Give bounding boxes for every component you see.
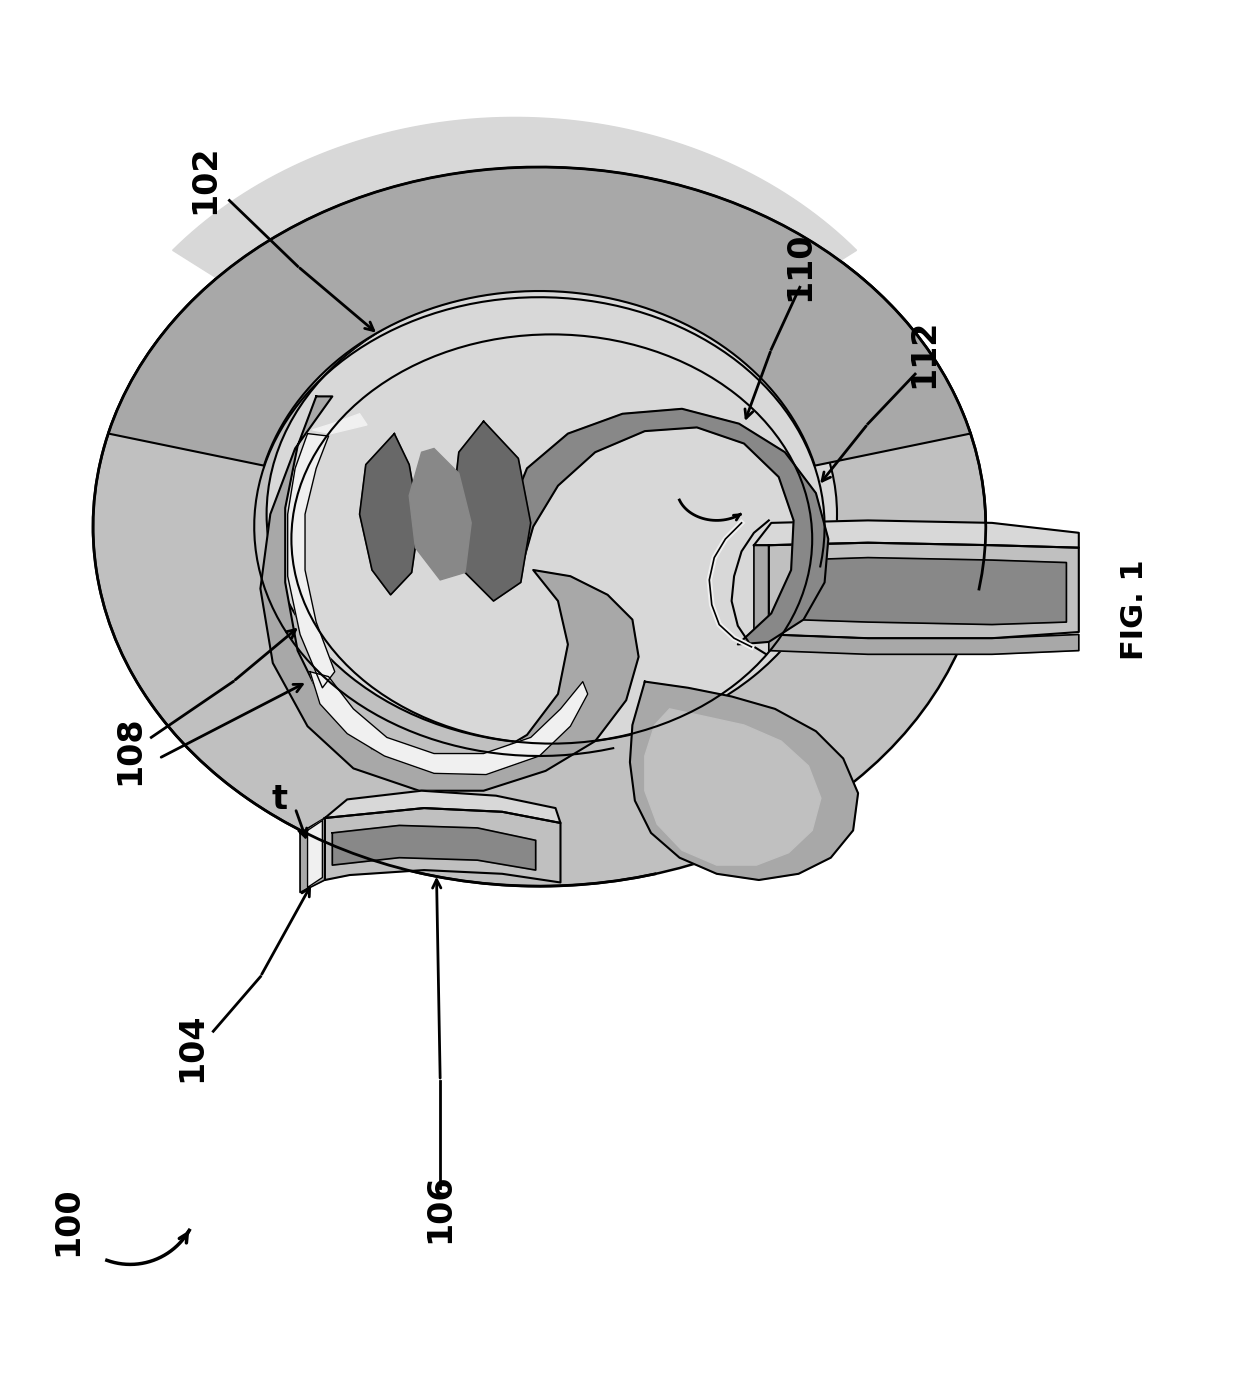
Polygon shape	[645, 709, 821, 865]
Polygon shape	[310, 672, 588, 775]
Text: 100: 100	[52, 1187, 84, 1256]
Text: 102: 102	[188, 144, 221, 214]
Polygon shape	[409, 448, 471, 580]
Polygon shape	[300, 818, 325, 892]
Polygon shape	[308, 820, 322, 887]
Polygon shape	[325, 808, 560, 883]
Polygon shape	[769, 634, 1079, 654]
Text: FIG. 1: FIG. 1	[1120, 559, 1149, 659]
Polygon shape	[453, 421, 531, 601]
Polygon shape	[312, 414, 367, 433]
Polygon shape	[360, 433, 419, 595]
Polygon shape	[630, 682, 858, 880]
Ellipse shape	[93, 167, 986, 886]
Polygon shape	[794, 558, 1066, 625]
Ellipse shape	[267, 285, 837, 744]
Polygon shape	[754, 545, 769, 638]
Text: 110: 110	[784, 232, 816, 301]
Polygon shape	[332, 826, 536, 870]
Polygon shape	[108, 167, 971, 465]
Polygon shape	[325, 791, 560, 823]
Polygon shape	[172, 118, 857, 298]
Polygon shape	[754, 520, 1079, 548]
Text: t: t	[272, 783, 286, 816]
Polygon shape	[506, 409, 828, 644]
Polygon shape	[260, 397, 639, 791]
Polygon shape	[288, 433, 335, 688]
Text: 112: 112	[908, 318, 940, 387]
Text: 104: 104	[176, 1013, 208, 1083]
Polygon shape	[769, 543, 1079, 638]
Text: 108: 108	[114, 715, 146, 784]
Text: 106: 106	[424, 1174, 456, 1244]
